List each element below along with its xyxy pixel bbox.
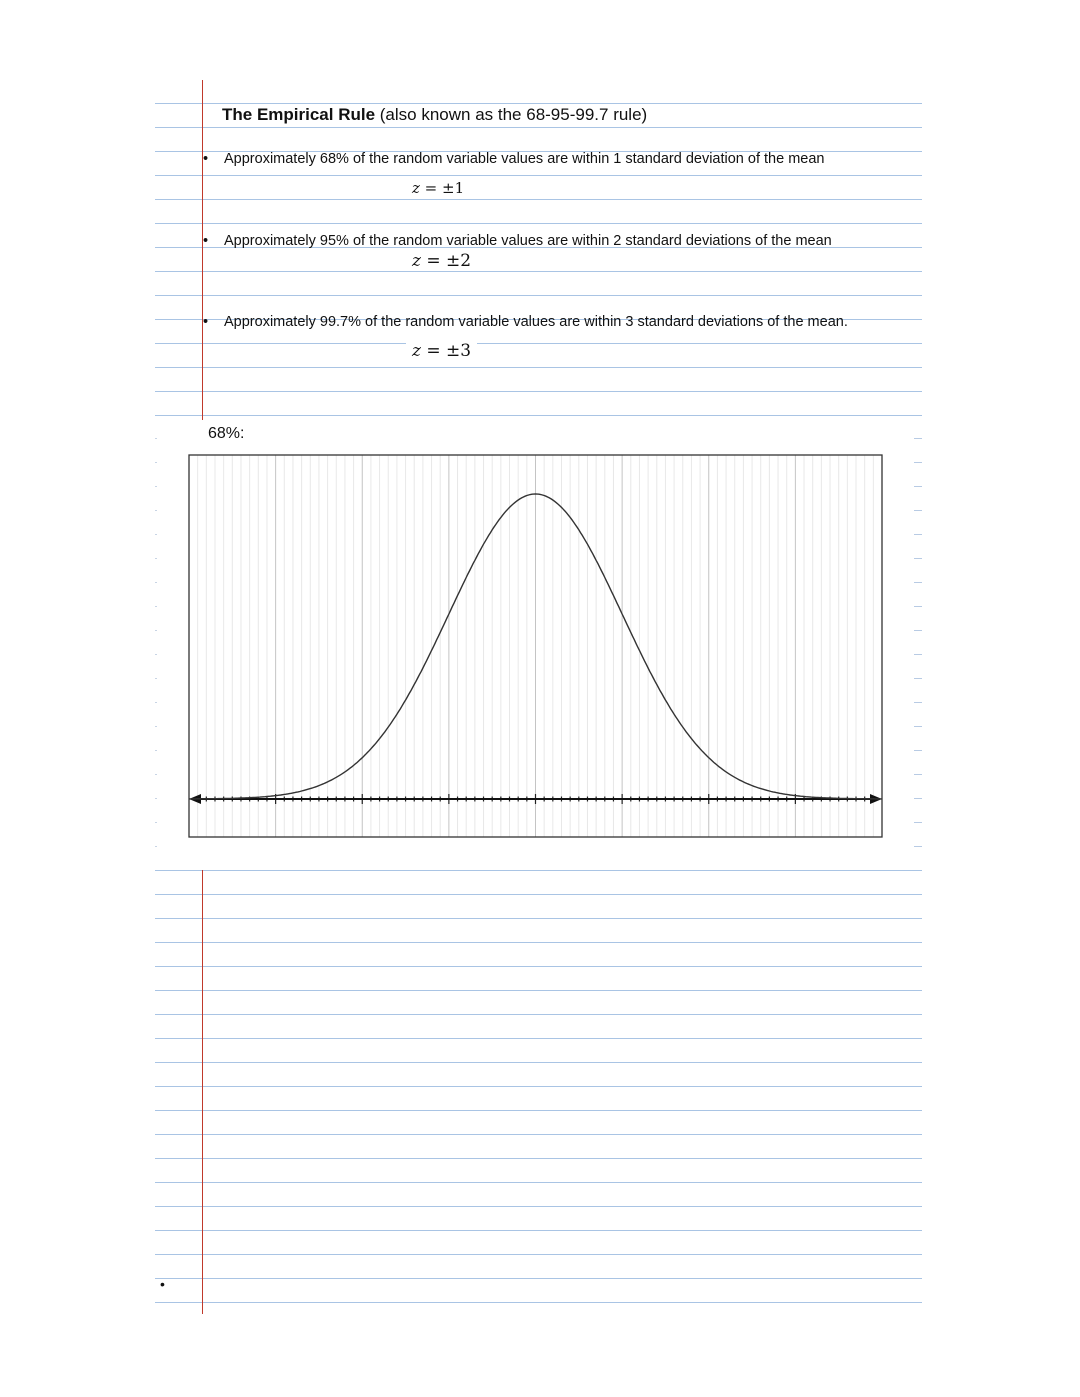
rule-stub: [155, 678, 157, 679]
margin-line: [202, 870, 203, 1314]
rule-stub: [914, 750, 922, 751]
rule-line: [155, 319, 922, 320]
rule-stub: [914, 846, 922, 847]
rule-stub: [155, 798, 157, 799]
bullet-marker: •: [203, 233, 209, 249]
heading-bold: The Empirical Rule: [222, 105, 376, 124]
rule-stub: [914, 726, 922, 727]
rule-line: [155, 415, 922, 416]
rule-line: [155, 1182, 922, 1183]
margin-line: [202, 80, 203, 420]
bullet-text: Approximately 99.7% of the random variab…: [224, 314, 848, 330]
rule-stub: [914, 654, 922, 655]
rule-line: [155, 870, 922, 871]
formula-rest: = ±3: [420, 341, 472, 361]
rule-stub: [914, 774, 922, 775]
rule-stub: [155, 726, 157, 727]
rule-stub: [914, 582, 922, 583]
bullet-marker: •: [203, 314, 209, 330]
rule-line: [155, 343, 922, 344]
rule-stub: [155, 750, 157, 751]
formula-rest: = ±2: [420, 251, 472, 271]
bullet-text: Approximately 68% of the random variable…: [224, 151, 825, 167]
rule-stub: [155, 462, 157, 463]
rule-stub: [155, 558, 157, 559]
rule-stub: [914, 534, 922, 535]
rule-line: [155, 1302, 922, 1303]
formula: z = ±2: [406, 251, 478, 271]
rule-line: [155, 1254, 922, 1255]
rule-stub: [914, 606, 922, 607]
rule-line: [155, 1134, 922, 1135]
rule-line: [155, 103, 922, 104]
rule-line: [155, 1158, 922, 1159]
footer-bullet: •: [160, 1276, 165, 1292]
rule-stub: [155, 630, 157, 631]
rule-line: [155, 367, 922, 368]
normal-curve: [189, 493, 882, 800]
rule-stub: [914, 798, 922, 799]
rule-line: [155, 1110, 922, 1111]
rule-line: [155, 151, 922, 152]
rule-stub: [155, 606, 157, 607]
rule-line: [155, 175, 922, 176]
rule-stub: [914, 438, 922, 439]
rule-line: [155, 223, 922, 224]
formula-rest: = ±1: [419, 179, 465, 197]
rule-line: [155, 918, 922, 919]
rule-line: [155, 990, 922, 991]
rule-stub: [155, 774, 157, 775]
rule-stub: [155, 582, 157, 583]
bullet-marker: •: [203, 151, 209, 167]
heading-rest: (also known as the 68-95-99.7 rule): [375, 105, 648, 124]
rule-line: [155, 1062, 922, 1063]
rule-stub: [914, 822, 922, 823]
rule-line: [155, 295, 922, 296]
formula-var: z: [412, 179, 420, 197]
formula-var: z: [412, 251, 421, 271]
graph-label: 68%:: [208, 425, 245, 442]
rule-stub: [914, 630, 922, 631]
rule-stub: [914, 558, 922, 559]
heading: The Empirical Rule (also known as the 68…: [222, 105, 647, 125]
formula: z = ±3: [406, 341, 478, 361]
rule-line: [155, 1086, 922, 1087]
rule-stub: [155, 438, 157, 439]
rule-line: [155, 1230, 922, 1231]
rule-stub: [914, 486, 922, 487]
rule-line: [155, 127, 922, 128]
formula-var: z: [412, 341, 421, 361]
rule-stub: [155, 534, 157, 535]
rule-line: [155, 271, 922, 272]
rule-stub: [155, 510, 157, 511]
rule-stub: [914, 702, 922, 703]
rule-stub: [155, 654, 157, 655]
rule-line: [155, 1278, 922, 1279]
rule-stub: [914, 678, 922, 679]
bullet-text: Approximately 95% of the random variable…: [224, 233, 832, 249]
rule-line: [155, 199, 922, 200]
rule-stub: [155, 486, 157, 487]
rule-stub: [914, 462, 922, 463]
rule-line: [155, 894, 922, 895]
rule-stub: [914, 510, 922, 511]
rule-stub: [155, 702, 157, 703]
rule-line: [155, 1038, 922, 1039]
graph-border: [188, 454, 883, 838]
rule-line: [155, 1206, 922, 1207]
rule-line: [155, 247, 922, 248]
rule-line: [155, 1014, 922, 1015]
formula: z = ±1: [406, 179, 471, 197]
rule-stub: [155, 822, 157, 823]
rule-line: [155, 942, 922, 943]
rule-stub: [155, 846, 157, 847]
rule-line: [155, 966, 922, 967]
rule-line: [155, 391, 922, 392]
